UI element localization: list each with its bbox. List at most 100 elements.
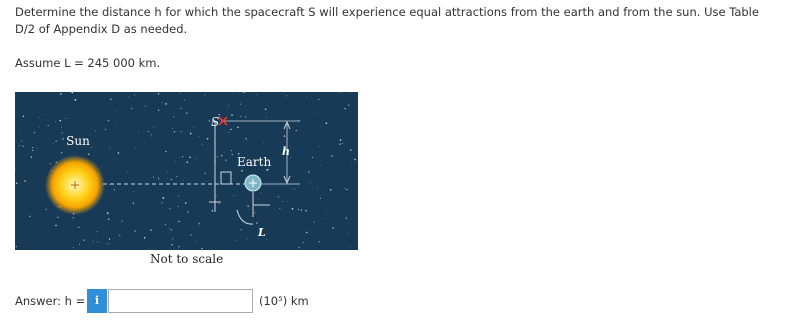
- star: [170, 229, 173, 231]
- sun-center: [71, 181, 79, 189]
- h-label: h: [282, 145, 290, 158]
- star: [177, 206, 179, 208]
- star: [295, 129, 298, 132]
- star: [291, 207, 294, 210]
- star: [319, 197, 322, 199]
- star: [231, 114, 233, 116]
- star: [130, 107, 133, 110]
- star: [218, 113, 221, 116]
- star: [22, 115, 25, 118]
- star: [134, 230, 136, 232]
- star: [235, 240, 237, 241]
- star: [340, 211, 342, 212]
- star: [55, 140, 57, 142]
- star: [165, 103, 167, 105]
- star: [106, 242, 107, 244]
- star: [240, 229, 241, 231]
- star: [144, 105, 147, 107]
- star: [225, 159, 227, 161]
- star: [239, 103, 242, 105]
- star: [227, 114, 228, 115]
- star: [242, 92, 244, 94]
- star: [109, 147, 111, 149]
- star: [172, 238, 174, 240]
- star: [55, 121, 57, 123]
- star: [329, 189, 332, 191]
- star: [186, 161, 189, 164]
- star: [313, 221, 315, 223]
- star: [283, 135, 286, 137]
- answer-input[interactable]: [108, 289, 253, 313]
- star: [227, 107, 228, 109]
- star: [260, 192, 262, 194]
- star: [119, 234, 121, 237]
- star: [230, 128, 232, 131]
- star: [256, 222, 258, 224]
- star: [306, 96, 307, 98]
- star: [135, 146, 136, 148]
- star: [171, 127, 173, 129]
- star: [195, 240, 197, 242]
- star: [61, 126, 63, 128]
- star: [153, 126, 155, 128]
- star: [198, 135, 200, 137]
- question: Determine the distance h for which the s…: [15, 5, 759, 36]
- star: [190, 234, 192, 236]
- star: [38, 117, 40, 118]
- star: [349, 246, 351, 248]
- star: [133, 94, 135, 96]
- l-label: L: [257, 226, 266, 239]
- star: [178, 220, 180, 223]
- star: [83, 239, 85, 241]
- star: [175, 175, 178, 178]
- star: [133, 191, 134, 192]
- answer-label: Answer: h =: [15, 294, 86, 308]
- star: [282, 201, 284, 202]
- star: [289, 156, 291, 158]
- right-angle: [220, 171, 232, 185]
- star: [162, 102, 163, 103]
- info-button[interactable]: i: [87, 289, 107, 313]
- star: [287, 201, 289, 202]
- star: [227, 131, 230, 133]
- star: [325, 218, 327, 219]
- star: [42, 114, 44, 116]
- star: [79, 243, 81, 245]
- star: [49, 162, 52, 165]
- star: [15, 245, 17, 248]
- star: [166, 178, 168, 180]
- star: [223, 152, 225, 154]
- star: [215, 161, 217, 163]
- star: [345, 217, 348, 220]
- star: [231, 153, 234, 156]
- star: [230, 150, 232, 152]
- star: [331, 155, 333, 157]
- star: [316, 112, 318, 113]
- star: [108, 238, 111, 240]
- star: [71, 92, 74, 94]
- star: [228, 105, 230, 107]
- star: [106, 212, 109, 214]
- star: [180, 107, 182, 109]
- star: [204, 172, 206, 175]
- star: [39, 126, 40, 128]
- star: [211, 209, 214, 212]
- star: [208, 120, 211, 122]
- star: [215, 195, 217, 197]
- star: [244, 116, 247, 118]
- star: [182, 180, 184, 181]
- star: [347, 104, 350, 106]
- star: [311, 156, 314, 158]
- star: [41, 230, 42, 232]
- star: [178, 245, 180, 248]
- star: [143, 236, 146, 239]
- star: [316, 187, 318, 189]
- star: [61, 132, 63, 134]
- star: [72, 217, 74, 219]
- star: [343, 172, 345, 174]
- star: [175, 161, 177, 163]
- star: [72, 247, 74, 249]
- star: [212, 121, 214, 123]
- star: [53, 143, 55, 145]
